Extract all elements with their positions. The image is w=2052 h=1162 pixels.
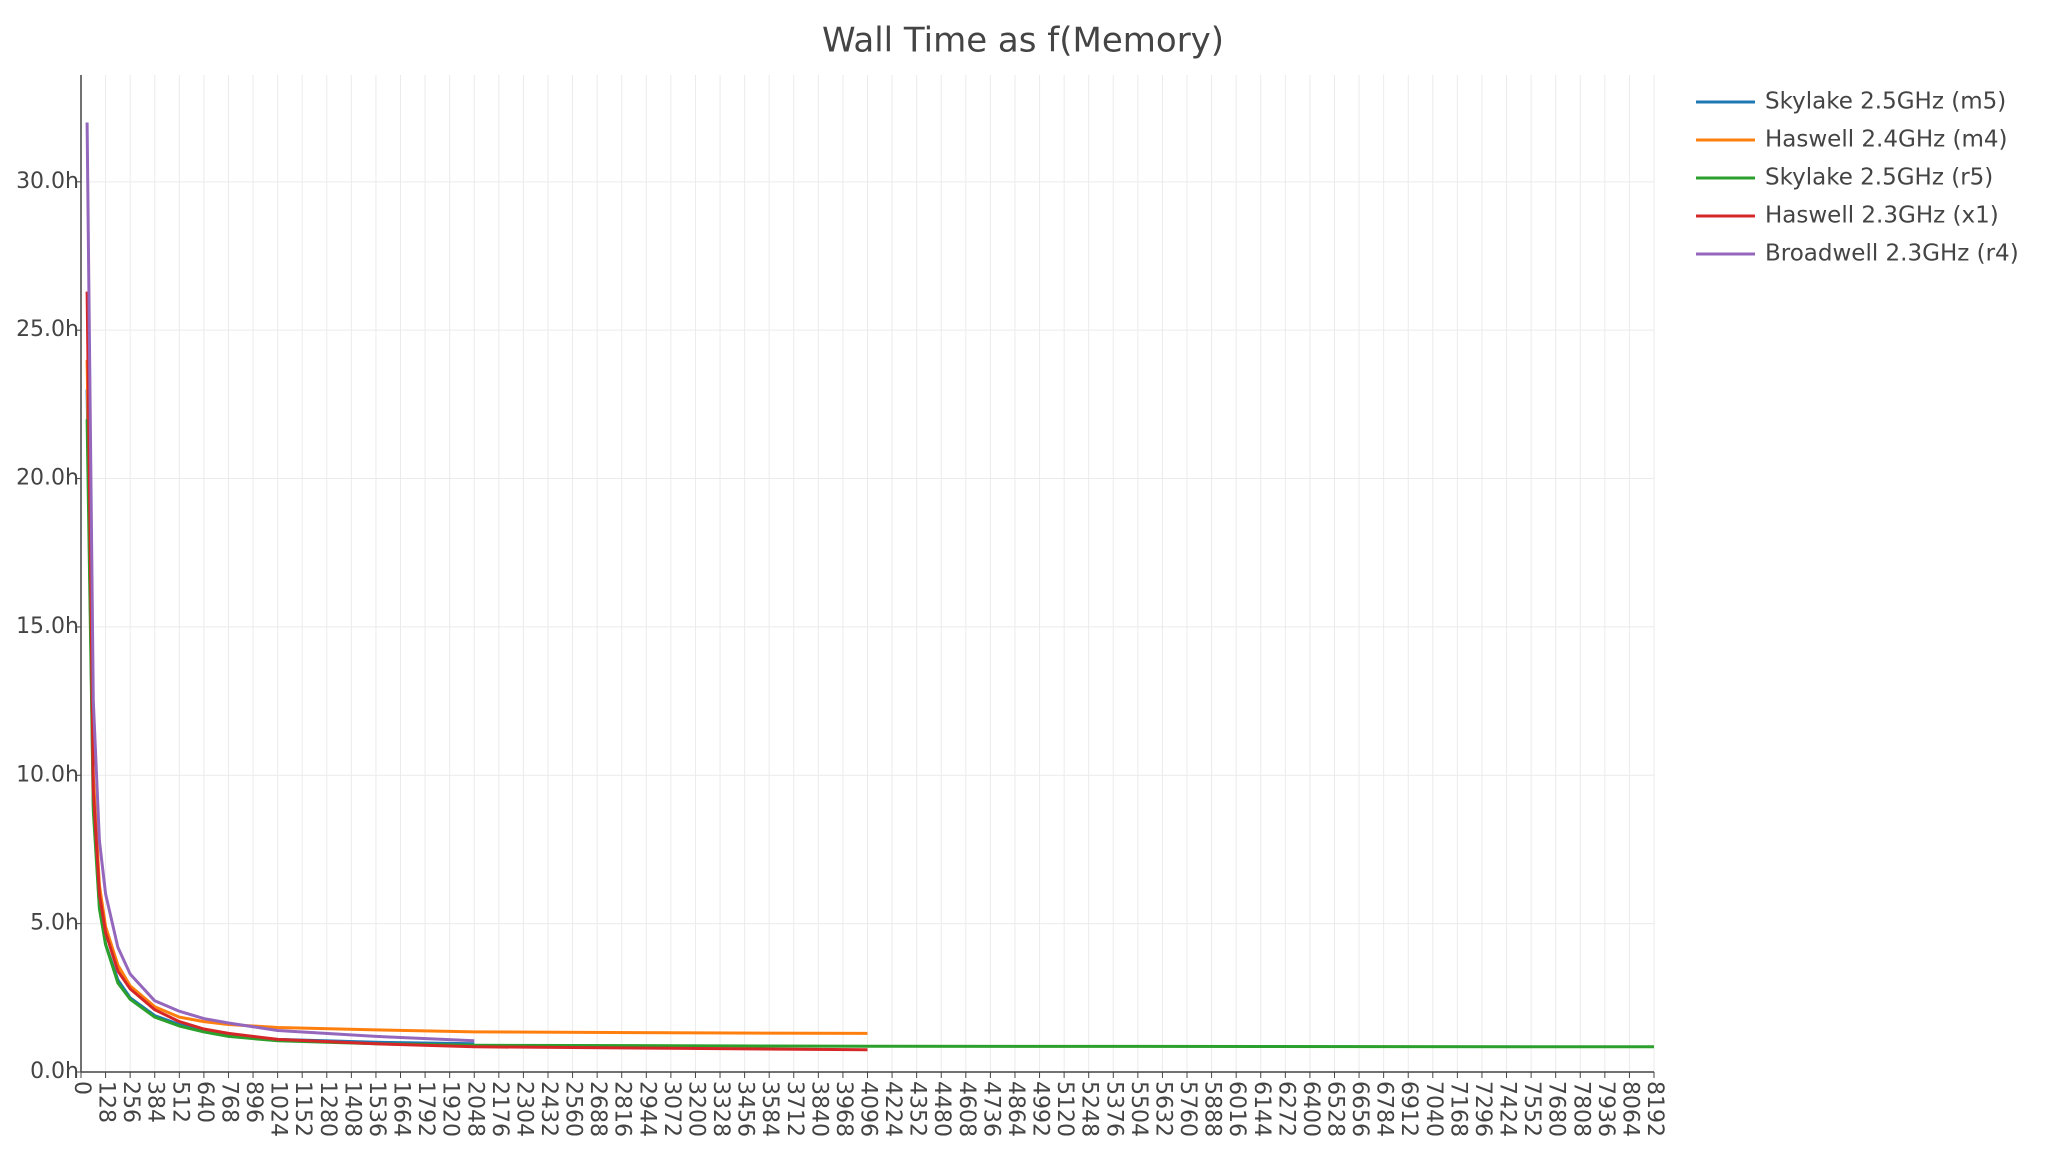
x-tick-label: 3840	[806, 1081, 831, 1137]
x-tick-label: 1920	[438, 1081, 463, 1137]
x-tick-label: 2816	[610, 1081, 635, 1137]
x-tick-label: 1408	[339, 1081, 364, 1137]
x-tick-label: 5248	[1077, 1081, 1102, 1137]
x-tick-label: 5376	[1101, 1081, 1126, 1137]
legend-label: Broadwell 2.3GHz (r4)	[1765, 241, 2019, 267]
y-tick-label: 0.0h	[30, 1059, 79, 1084]
x-tick-label: 2560	[561, 1081, 586, 1137]
x-tick-label: 4224	[880, 1081, 905, 1137]
x-tick-label: 384	[143, 1081, 168, 1123]
x-tick-label: 6528	[1322, 1081, 1347, 1137]
series-line	[85, 389, 475, 1046]
x-tick-label: 6400	[1298, 1081, 1323, 1137]
x-tick-label: 3072	[659, 1081, 684, 1137]
x-tick-label: 4608	[954, 1081, 979, 1137]
x-tick-label: 3456	[733, 1081, 758, 1137]
x-tick-label: 6144	[1249, 1081, 1274, 1137]
x-tick-label: 1536	[364, 1081, 389, 1137]
y-tick-label: 25.0h	[16, 317, 79, 342]
x-tick-label: 7296	[1470, 1081, 1495, 1137]
x-tick-label: 1664	[389, 1081, 414, 1137]
y-tick-label: 10.0h	[16, 762, 79, 787]
x-tick-label: 6784	[1372, 1081, 1397, 1137]
x-tick-label: 6656	[1347, 1081, 1372, 1137]
x-tick-label: 512	[167, 1081, 192, 1123]
x-tick-label: 640	[192, 1081, 217, 1123]
x-tick-label: 7424	[1495, 1081, 1520, 1137]
x-tick-label: 2304	[511, 1081, 536, 1137]
y-tick-label: 5.0h	[30, 911, 79, 936]
x-tick-label: 128	[94, 1081, 119, 1123]
x-tick-label: 7552	[1519, 1081, 1544, 1137]
x-tick-label: 5888	[1200, 1081, 1225, 1137]
x-tick-label: 6912	[1396, 1081, 1421, 1137]
x-tick-label: 8192	[1642, 1081, 1667, 1137]
legend-label: Haswell 2.3GHz (x1)	[1765, 203, 1999, 229]
legend-label: Haswell 2.4GHz (m4)	[1765, 127, 2008, 153]
y-tick-label: 15.0h	[16, 614, 79, 639]
chart-title: Wall Time as f(Memory)	[822, 21, 1224, 61]
x-tick-label: 0	[69, 1081, 94, 1095]
x-tick-label: 2688	[585, 1081, 610, 1137]
x-tick-label: 3968	[831, 1081, 856, 1137]
x-tick-label: 5632	[1150, 1081, 1175, 1137]
x-tick-label: 7936	[1593, 1081, 1618, 1137]
legend-label: Skylake 2.5GHz (m5)	[1765, 89, 2006, 115]
x-tick-label: 5760	[1175, 1081, 1200, 1137]
x-tick-label: 5120	[1052, 1081, 1077, 1137]
x-tick-label: 256	[118, 1081, 143, 1123]
x-tick-label: 7808	[1568, 1081, 1593, 1137]
x-tick-label: 2944	[634, 1081, 659, 1137]
y-tick-label: 20.0h	[16, 466, 79, 491]
x-tick-label: 4992	[1028, 1081, 1053, 1137]
x-tick-label: 7168	[1445, 1081, 1470, 1137]
legend-label: Skylake 2.5GHz (r5)	[1765, 165, 1993, 191]
x-tick-label: 4864	[1003, 1081, 1028, 1137]
x-tick-label: 4096	[856, 1081, 881, 1137]
series-line	[85, 122, 475, 1043]
x-tick-label: 2176	[487, 1081, 512, 1137]
x-tick-label: 7680	[1544, 1081, 1569, 1137]
x-tick-label: 2432	[536, 1081, 561, 1137]
x-tick-label: 1152	[290, 1081, 315, 1137]
x-tick-label: 3712	[782, 1081, 807, 1137]
x-tick-label: 3328	[708, 1081, 733, 1137]
y-tick-label: 30.0h	[16, 169, 79, 194]
x-tick-label: 4736	[978, 1081, 1003, 1137]
x-tick-label: 6272	[1273, 1081, 1298, 1137]
x-tick-label: 3200	[683, 1081, 708, 1137]
x-tick-label: 1280	[315, 1081, 340, 1137]
x-tick-label: 1024	[266, 1081, 291, 1137]
x-tick-label: 4352	[905, 1081, 930, 1137]
x-tick-label: 3584	[757, 1081, 782, 1137]
series-line	[85, 419, 1655, 1049]
x-tick-label: 768	[216, 1081, 241, 1123]
x-tick-label: 7040	[1421, 1081, 1446, 1137]
x-tick-label: 6016	[1224, 1081, 1249, 1137]
series-line	[85, 291, 868, 1052]
x-tick-label: 2048	[462, 1081, 487, 1137]
x-tick-label: 896	[241, 1081, 266, 1123]
x-tick-label: 5504	[1126, 1081, 1151, 1137]
x-tick-label: 4480	[929, 1081, 954, 1137]
x-tick-label: 1792	[413, 1081, 438, 1137]
x-tick-label: 8064	[1617, 1081, 1642, 1137]
